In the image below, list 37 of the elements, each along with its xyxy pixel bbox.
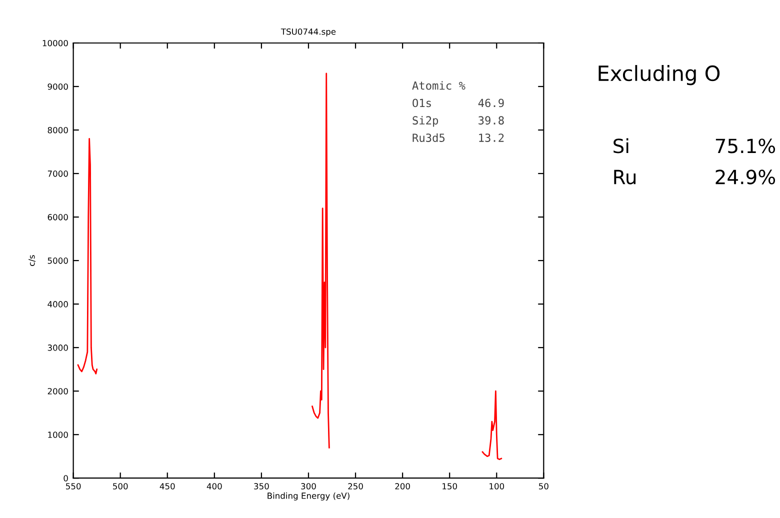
x-tick-label: 550 (66, 483, 81, 490)
x-tick-label: 450 (160, 483, 175, 490)
y-tick-label: 8000 (48, 127, 68, 134)
x-tick-label: 350 (254, 483, 269, 490)
annotation: Ru3d5 (412, 133, 445, 142)
x-tick-label: 300 (301, 483, 316, 490)
y-tick-label: 1000 (48, 432, 68, 438)
text: 24.9% (716, 170, 776, 184)
y-tick-label: 3000 (48, 344, 68, 351)
y-tick-label: 6000 (48, 214, 68, 220)
x-tick-label: 50 (539, 483, 548, 490)
annotation: 46.9 (478, 98, 504, 108)
text: Ru (614, 170, 636, 184)
y-tick-label: 10000 (42, 40, 68, 46)
y-tick-label: 0 (64, 475, 68, 482)
x-tick-label: 150 (442, 483, 457, 490)
x-axis-title: Binding Energy (eV) (268, 492, 350, 500)
y-tick-label: 7000 (48, 170, 68, 177)
y-tick-label: 4000 (48, 301, 68, 308)
x-tick-label: 400 (206, 483, 222, 490)
x-tick-label: 250 (348, 483, 363, 490)
annotation: 39.8 (478, 116, 504, 125)
y-tick-label: 5000 (48, 258, 68, 264)
annotation: 13.2 (479, 134, 504, 142)
text: Excluding O (598, 65, 720, 86)
annotation: Si2p (412, 116, 438, 127)
x-tick-label: 500 (113, 483, 128, 490)
y-tick-label: 2000 (48, 388, 68, 394)
annotation: Atomic % (412, 81, 466, 90)
annotation: O1s (412, 98, 431, 108)
x-tick-label: 100 (490, 483, 504, 490)
y-tick-label: 9000 (48, 83, 68, 90)
y-axis-title: c/s (28, 255, 36, 266)
text: Si (614, 138, 628, 154)
x-tick-label: 200 (395, 483, 410, 490)
chart-title: TSU0744.spe (280, 28, 336, 36)
text: 75.1% (716, 138, 776, 154)
